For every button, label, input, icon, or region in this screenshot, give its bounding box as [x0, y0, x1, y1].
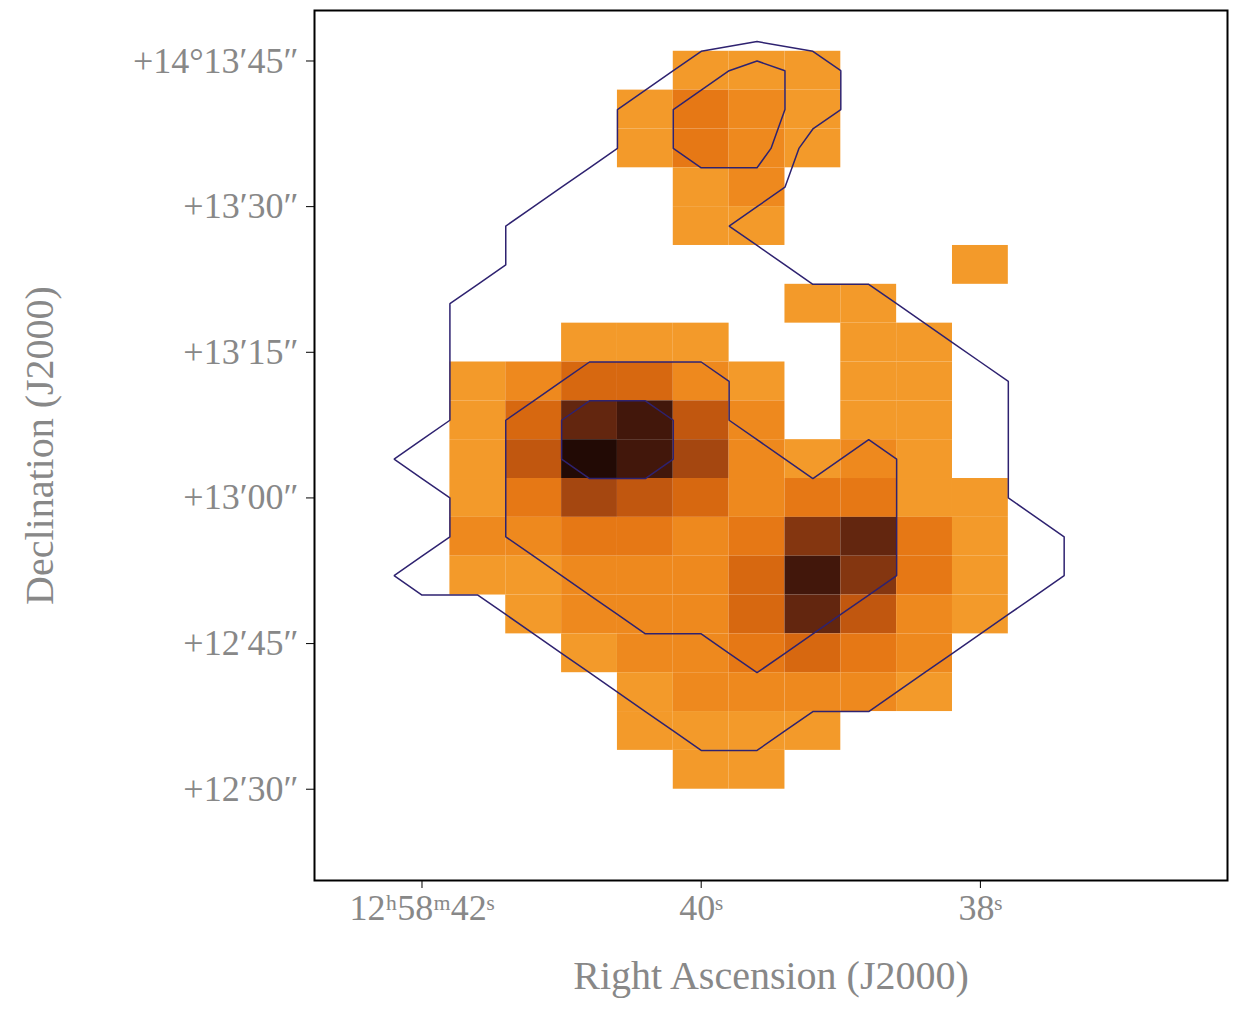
- svg-text:+13′15″: +13′15″: [183, 332, 298, 372]
- svg-text:+12′30″: +12′30″: [183, 769, 298, 809]
- svg-text:+14°13′45″: +14°13′45″: [133, 41, 299, 81]
- svg-text:38ˢ: 38ˢ: [959, 888, 1003, 928]
- svg-text:+12′45″: +12′45″: [183, 623, 298, 663]
- svg-text:+13′00″: +13′00″: [183, 477, 298, 517]
- svg-text:+13′30″: +13′30″: [183, 186, 298, 226]
- svg-text:Right Ascension (J2000): Right Ascension (J2000): [573, 953, 969, 998]
- svg-text:40ˢ: 40ˢ: [679, 888, 723, 928]
- svg-text:Declination (J2000): Declination (J2000): [17, 286, 62, 605]
- svg-text:12ʰ58ᵐ42ˢ: 12ʰ58ᵐ42ˢ: [350, 888, 495, 928]
